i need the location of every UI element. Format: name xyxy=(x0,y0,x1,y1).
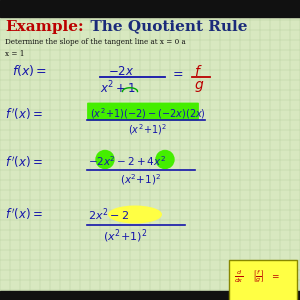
Text: Example:: Example: xyxy=(5,20,84,34)
Text: $f$: $f$ xyxy=(194,64,202,79)
Text: $f\,'(x) =$: $f\,'(x) =$ xyxy=(5,154,43,170)
Text: $=$: $=$ xyxy=(170,67,184,80)
Text: $(x^2\!+\!1)(-2)-(-2x)(2x)$: $(x^2\!+\!1)(-2)-(-2x)(2x)$ xyxy=(90,106,206,121)
Ellipse shape xyxy=(108,206,162,224)
Text: $-2x^2-2+4x^2$: $-2x^2-2+4x^2$ xyxy=(88,154,166,168)
Circle shape xyxy=(156,151,174,169)
Bar xyxy=(0,291,300,300)
Text: $f(x) =$: $f(x) =$ xyxy=(12,64,47,79)
FancyBboxPatch shape xyxy=(229,260,296,300)
Text: $(x^2\!+\!1)^2$: $(x^2\!+\!1)^2$ xyxy=(128,122,167,137)
Text: $f\,'(x) =$: $f\,'(x) =$ xyxy=(5,206,43,222)
Text: $g$: $g$ xyxy=(194,80,204,94)
Text: $(x^2\!+\!1)^2$: $(x^2\!+\!1)^2$ xyxy=(103,227,147,245)
Text: $-2x$: $-2x$ xyxy=(108,64,134,77)
Text: x = 1: x = 1 xyxy=(5,50,25,58)
Text: $=$: $=$ xyxy=(270,272,280,280)
FancyBboxPatch shape xyxy=(87,103,199,120)
Bar xyxy=(0,0,300,16)
Text: $2x^2-2$: $2x^2-2$ xyxy=(88,206,129,223)
Text: $\frac{d}{dx}$: $\frac{d}{dx}$ xyxy=(234,268,244,285)
Text: $\left[\frac{f}{g}\right]$: $\left[\frac{f}{g}\right]$ xyxy=(252,268,265,284)
Text: $(x^2\!+\!1)^2$: $(x^2\!+\!1)^2$ xyxy=(120,172,162,187)
Text: The Quotient Rule: The Quotient Rule xyxy=(80,20,248,34)
Text: $x^2+1$: $x^2+1$ xyxy=(100,80,136,96)
Text: Determine the slope of the tangent line at x = 0 a: Determine the slope of the tangent line … xyxy=(5,38,186,46)
Circle shape xyxy=(96,151,114,169)
Text: $f\,'(x) =$: $f\,'(x) =$ xyxy=(5,106,43,122)
